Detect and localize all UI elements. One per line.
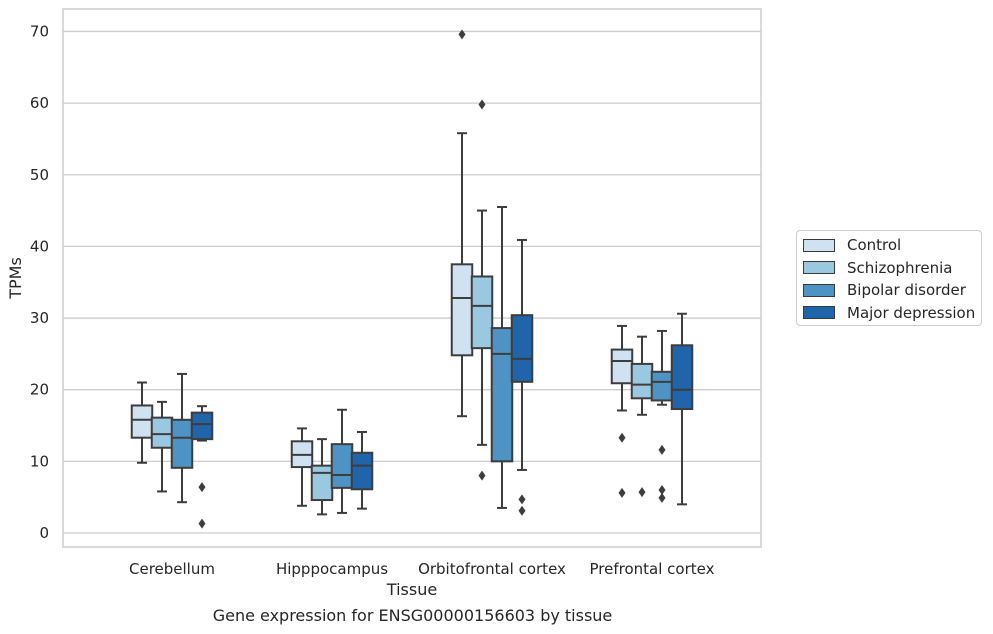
box-body — [610, 348, 634, 385]
box-control-3 — [610, 324, 634, 498]
outlier-point — [618, 432, 626, 443]
grid-lines — [63, 30, 761, 534]
legend-swatch — [803, 306, 835, 320]
box-control-0 — [130, 381, 154, 464]
legend-swatch — [803, 238, 835, 252]
box-schizophrenia-3 — [630, 335, 654, 498]
legend-item: Major depression — [803, 302, 981, 325]
box-body — [650, 370, 674, 402]
y-tick-label: 60 — [30, 94, 49, 112]
legend: Control Schizophrenia Bipolar disorder Majo… — [796, 230, 982, 326]
box-body — [510, 314, 534, 383]
outlier-point — [478, 470, 486, 481]
outlier-point — [658, 492, 666, 503]
box-bipolar-disorder-3 — [650, 329, 674, 503]
outlier-point — [518, 494, 526, 505]
y-tick-labels: 0 10 20 30 40 50 60 70 — [30, 22, 49, 542]
box-schizophrenia-2 — [470, 99, 494, 481]
outlier-point — [478, 99, 486, 110]
y-tick-label: 40 — [30, 237, 49, 255]
x-tick-label: Orbitofrontal cortex — [418, 560, 566, 578]
y-tick-label: 70 — [30, 22, 49, 40]
box-control-1 — [290, 427, 314, 507]
box-body — [450, 263, 474, 357]
box-schizophrenia-1 — [310, 438, 334, 516]
box-body — [330, 443, 354, 489]
outlier-point — [198, 518, 206, 529]
outlier-point — [618, 487, 626, 498]
box-body — [490, 327, 514, 463]
x-tick-label: Hipppocampus — [276, 560, 388, 578]
legend-swatch — [803, 283, 835, 297]
legend-label: Bipolar disorder — [847, 281, 966, 300]
box-major-depression-1 — [350, 430, 374, 510]
box-body — [670, 344, 694, 411]
box-control-2 — [450, 29, 474, 418]
box-body — [130, 404, 154, 439]
box-body — [350, 451, 374, 491]
box-body — [630, 362, 654, 400]
box-bipolar-disorder-2 — [490, 205, 514, 509]
outlier-point — [198, 482, 206, 493]
x-tick-label: Cerebellum — [129, 560, 215, 578]
y-tick-label: 30 — [30, 309, 49, 327]
box-schizophrenia-0 — [150, 400, 174, 493]
y-tick-label: 10 — [30, 452, 49, 470]
y-tick-label: 50 — [30, 166, 49, 184]
box-body — [170, 418, 194, 469]
figure-caption: Gene expression for ENSG00000156603 by t… — [212, 606, 613, 625]
box-body — [310, 464, 334, 502]
box-major-depression-0 — [190, 405, 214, 529]
box-major-depression-2 — [510, 238, 534, 516]
y-tick-label: 0 — [39, 524, 49, 542]
legend-item: Schizophrenia — [803, 257, 981, 280]
legend-item: Bipolar disorder — [803, 279, 981, 302]
box-body — [190, 411, 214, 441]
outlier-point — [658, 444, 666, 455]
outlier-point — [458, 29, 466, 40]
boxes — [130, 29, 694, 529]
box-bipolar-disorder-0 — [170, 372, 194, 504]
legend-label: Control — [847, 236, 902, 255]
x-axis-label: Tissue — [386, 580, 437, 599]
box-bipolar-disorder-1 — [330, 408, 354, 514]
outlier-point — [638, 487, 646, 498]
box-body — [150, 416, 174, 449]
y-axis-label: TPMs — [6, 257, 25, 300]
legend-label: Schizophrenia — [847, 258, 953, 277]
legend-label: Major depression — [847, 303, 976, 322]
legend-item: Control — [803, 234, 981, 257]
box-body — [470, 275, 494, 350]
outlier-point — [518, 505, 526, 516]
outlier-point — [658, 485, 666, 496]
box-major-depression-3 — [670, 312, 694, 506]
y-tick-label: 20 — [30, 381, 49, 399]
x-tick-labels: Cerebellum Hipppocampus Orbitofrontal cort… — [129, 560, 715, 578]
plot-area-frame — [62, 8, 762, 548]
x-tick-label: Prefrontal cortex — [590, 560, 715, 578]
legend-swatch — [803, 261, 835, 275]
